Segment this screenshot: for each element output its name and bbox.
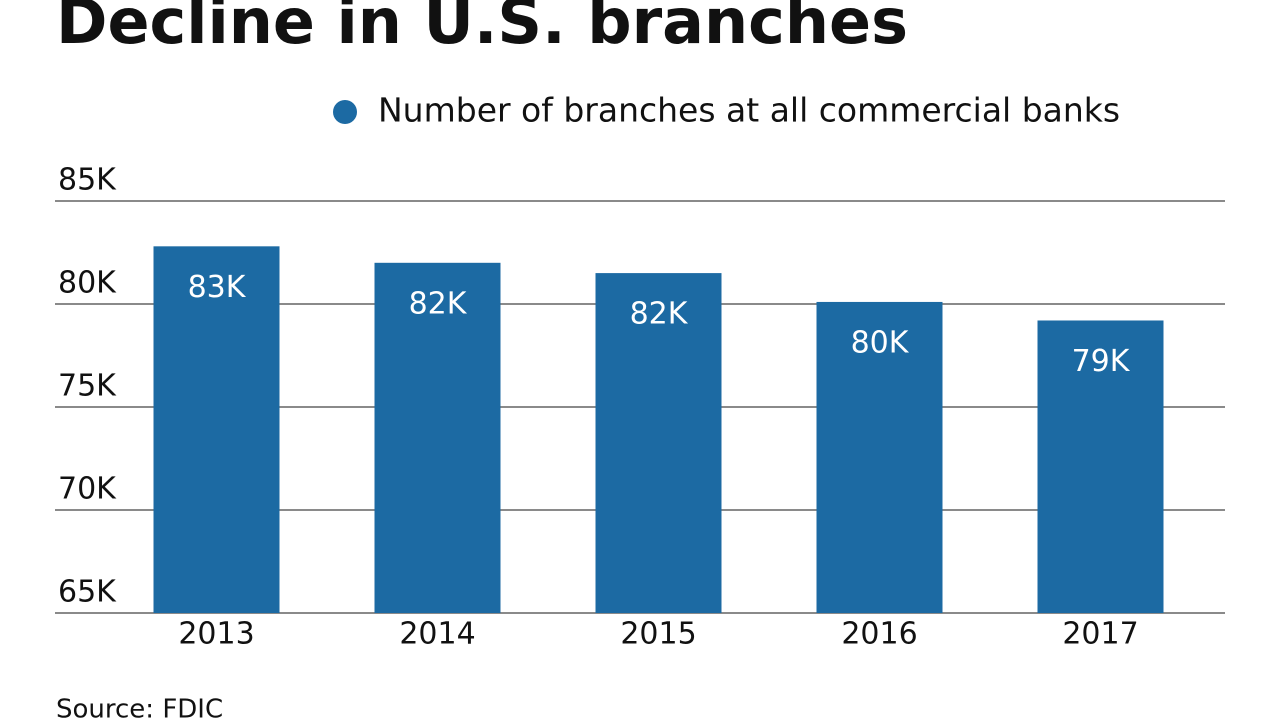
source-note: Source: FDIC <box>56 695 223 720</box>
y-tick-label: 75K <box>58 369 117 404</box>
value-label: 82K <box>630 297 689 332</box>
bar <box>1037 320 1164 613</box>
value-label: 82K <box>409 286 468 321</box>
value-label: 79K <box>1072 344 1131 379</box>
y-tick-label: 80K <box>58 266 117 301</box>
x-tick-label: 2013 <box>178 617 254 652</box>
x-tick-label: 2016 <box>841 617 917 652</box>
bar <box>816 301 943 613</box>
bar <box>595 273 722 613</box>
value-label: 83K <box>188 270 247 305</box>
bar <box>153 246 280 613</box>
x-tick-label: 2017 <box>1062 617 1138 652</box>
bar <box>374 262 501 613</box>
legend-marker <box>333 100 357 124</box>
chart-title: Decline in U.S. branches <box>56 0 908 58</box>
y-tick-label: 85K <box>58 163 117 198</box>
x-tick-label: 2015 <box>620 617 696 652</box>
value-label: 80K <box>851 325 910 360</box>
legend-label: Number of branches at all commercial ban… <box>378 91 1120 130</box>
y-tick-label: 70K <box>58 472 117 507</box>
x-tick-label: 2014 <box>399 617 475 652</box>
y-tick-label: 65K <box>58 575 117 610</box>
